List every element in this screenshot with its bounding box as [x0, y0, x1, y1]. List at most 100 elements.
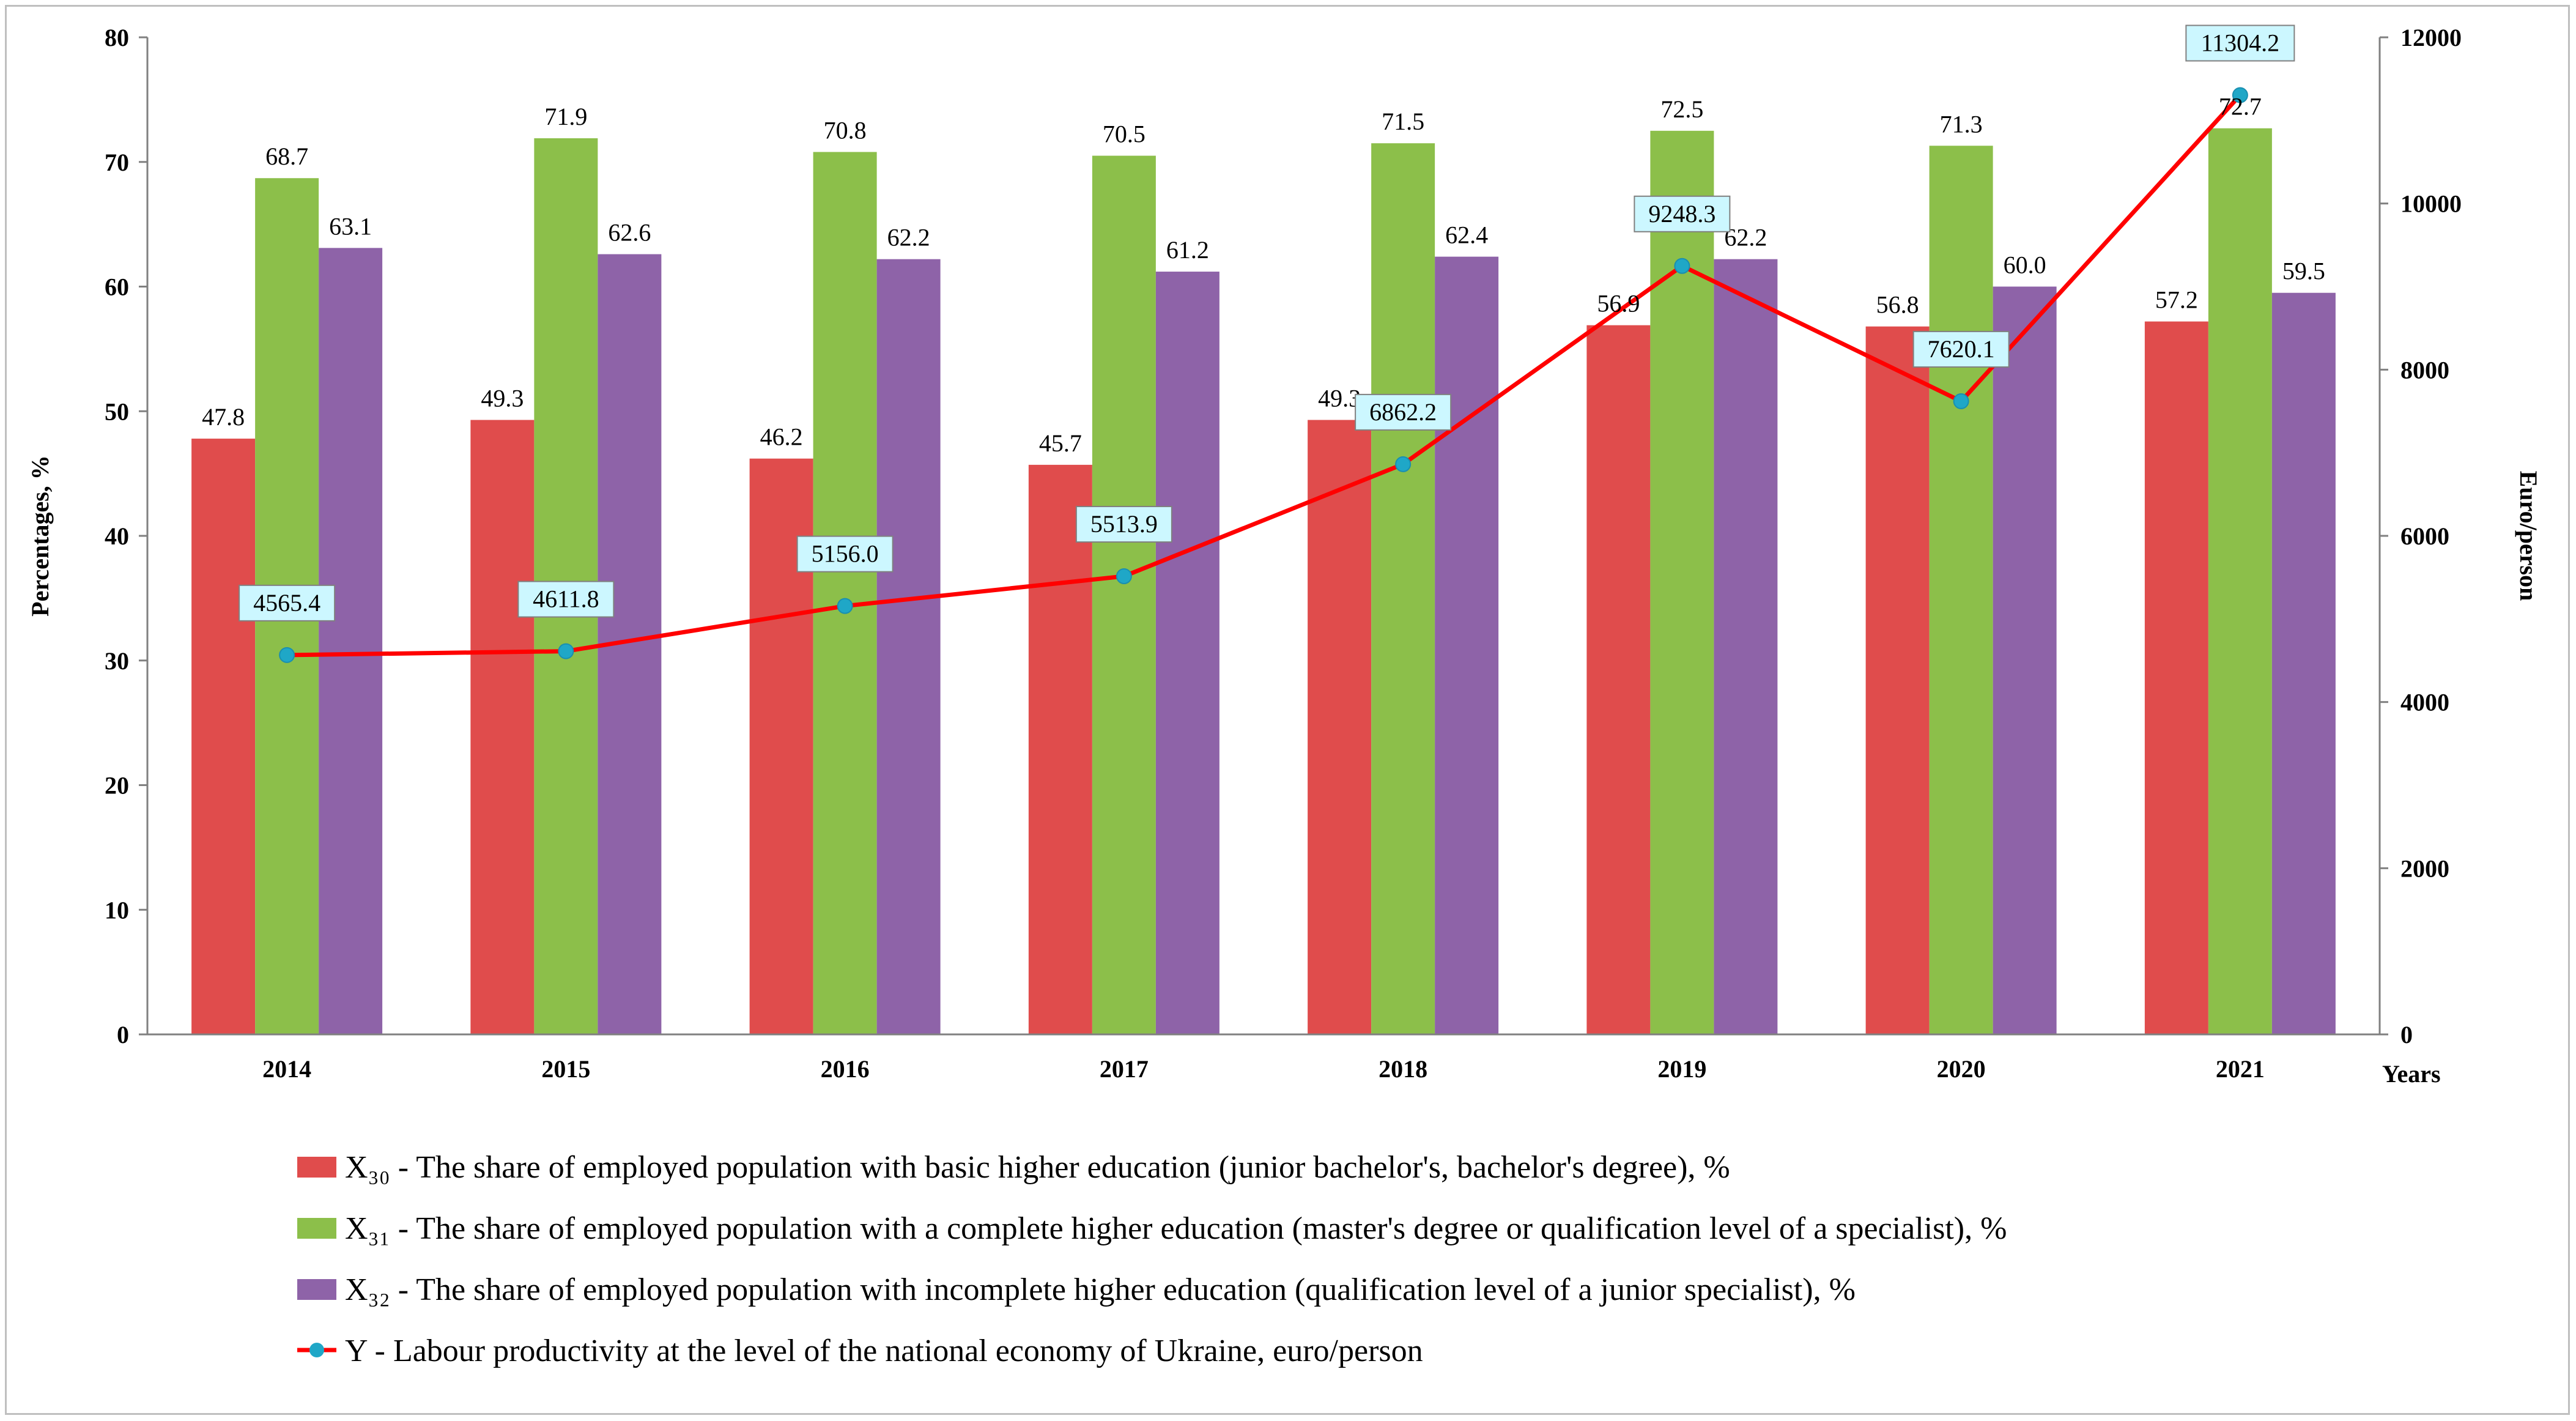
line-value-box	[2185, 24, 2295, 62]
x-tick-label: 2015	[541, 1055, 590, 1083]
line-point-2015	[558, 643, 574, 659]
bar-x32-2021	[2271, 292, 2336, 1034]
legend-label-x31: X₃₁ - The share of employed population w…	[345, 1211, 2007, 1246]
x-tick-label: 2020	[1937, 1055, 1986, 1083]
bar-x30-2014	[191, 439, 256, 1034]
bar-value-label: 68.7	[265, 143, 308, 170]
legend-swatch-x30	[297, 1157, 336, 1178]
y2-tick-label: 6000	[2400, 522, 2449, 550]
y2-tick-label: 4000	[2400, 689, 2449, 716]
legend-swatch-x32	[297, 1279, 336, 1300]
bar-value-label: 61.2	[1166, 236, 1209, 264]
bar-value-label: 72.5	[1660, 95, 1703, 123]
legend-swatch-x31	[297, 1218, 336, 1239]
line-value-label: 4611.8	[533, 585, 599, 613]
line-value-box	[1912, 330, 2010, 368]
line-value-label: 7620.1	[1928, 335, 1995, 363]
bar-x30-2017	[1028, 464, 1092, 1034]
line-value-label: 6862.2	[1369, 398, 1437, 426]
legend-marker-y	[309, 1343, 324, 1357]
bar-value-label: 71.5	[1382, 108, 1424, 135]
bar-value-label: 45.7	[1039, 429, 1082, 457]
legend-label-y: Y - Labour productivity at the level of …	[345, 1334, 1423, 1368]
line-value-label: 4565.4	[253, 589, 320, 617]
bar-value-label: 62.4	[1445, 221, 1488, 249]
y-tick-label: 0	[117, 1021, 129, 1048]
line-point-2018	[1395, 456, 1412, 472]
y2-tick-label: 10000	[2400, 190, 2462, 218]
x-tick-label: 2016	[821, 1055, 870, 1083]
y-tick-label: 20	[105, 772, 129, 800]
legend: X₃₀ - The share of employed population w…	[297, 1150, 2007, 1368]
y-tick-label: 30	[105, 647, 129, 675]
line-point-2019	[1674, 258, 1690, 274]
y-axis-title: Percentages, %	[26, 455, 54, 617]
bar-value-label: 47.8	[202, 403, 245, 431]
line-point-2014	[279, 647, 295, 663]
y-tick-label: 40	[105, 522, 129, 550]
line-value-box	[1634, 195, 1731, 232]
bar-value-label: 57.2	[2155, 286, 2198, 314]
line-point-2021	[2232, 87, 2248, 103]
x-tick-label: 2021	[2216, 1055, 2265, 1083]
line-value-label: 5156.0	[812, 540, 879, 568]
bar-value-label: 49.3	[1318, 385, 1361, 412]
y-tick-label: 50	[105, 398, 129, 425]
bar-x30-2018	[1308, 420, 1372, 1034]
bar-x32-2017	[1155, 272, 1220, 1034]
bar-x32-2016	[876, 259, 941, 1034]
y2-tick-label: 0	[2400, 1021, 2413, 1048]
bar-x31-2017	[1092, 155, 1156, 1034]
line-value-box	[1355, 393, 1452, 431]
bar-value-label: 71.9	[544, 103, 587, 130]
line-point-2017	[1116, 568, 1132, 585]
bar-value-label: 70.8	[824, 116, 867, 144]
legend-label-x32: X₃₂ - The share of employed population w…	[345, 1272, 1856, 1307]
bar-value-label: 62.6	[608, 219, 651, 247]
line-value-label: 5513.9	[1090, 510, 1158, 538]
axes: 0 10 20 30 40 50 60 70 80 0 2000 4000 6000 8000 10000 1…	[26, 24, 2542, 1088]
y2-axis-title: Euro/person	[2515, 471, 2542, 601]
bar-x30-2020	[1865, 326, 1930, 1035]
bar-value-label: 46.2	[760, 423, 803, 451]
bar-x32-2020	[1993, 286, 2057, 1034]
bar-x32-2014	[319, 248, 383, 1034]
bar-x31-2021	[2208, 128, 2272, 1034]
data-labels: 47.8 49.3 46.2 45.7 49.3 56.9 56.8 57.2 68.7 71.9…	[202, 24, 2325, 621]
bar-value-label: 56.9	[1597, 290, 1640, 317]
legend-label-x30: X₃₀ - The share of employed population w…	[345, 1150, 1730, 1185]
bar-value-label: 62.2	[887, 224, 930, 251]
bar-value-label: 71.3	[1940, 110, 1983, 138]
bar-value-label: 60.0	[2004, 251, 2046, 279]
bar-x32-2019	[1714, 259, 1778, 1034]
chart-frame: 0 10 20 30 40 50 60 70 80 0 2000 4000 6000 8000 10000 1…	[5, 5, 2570, 1415]
x-tick-label: 2019	[1657, 1055, 1706, 1083]
bar-x30-2019	[1586, 325, 1651, 1034]
chart: 0 10 20 30 40 50 60 70 80 0 2000 4000 6000 8000 10000 1…	[26, 24, 2542, 1368]
bar-value-label: 59.5	[2282, 258, 2325, 285]
bar-x31-2020	[1929, 146, 1993, 1035]
bar-x30-2021	[2144, 321, 2208, 1034]
bar-x31-2016	[813, 152, 877, 1035]
y-tick-label: 80	[105, 24, 129, 51]
line-point-2016	[837, 598, 853, 614]
bar-value-label: 63.1	[329, 212, 372, 240]
bar-series	[191, 128, 2336, 1035]
line-value-box	[1075, 506, 1172, 543]
bar-value-label: 56.8	[1876, 291, 1919, 319]
y-tick-label: 60	[105, 273, 129, 301]
line-value-label: 9248.3	[1648, 200, 1715, 228]
x-tick-label: 2017	[1100, 1055, 1149, 1083]
bar-value-label: 70.5	[1103, 121, 1146, 148]
x-axis-title: Years	[2382, 1060, 2441, 1088]
line-series	[279, 87, 2248, 663]
y2-tick-label: 8000	[2400, 356, 2449, 384]
bar-value-label: 49.3	[481, 385, 524, 412]
x-tick-label: 2014	[262, 1055, 311, 1083]
line-value-box	[239, 584, 336, 621]
bar-x32-2018	[1435, 256, 1499, 1035]
line-value-label: 11304.2	[2201, 29, 2280, 57]
bar-x31-2018	[1371, 143, 1435, 1034]
line-y	[287, 94, 2242, 658]
line-value-box	[796, 535, 894, 573]
